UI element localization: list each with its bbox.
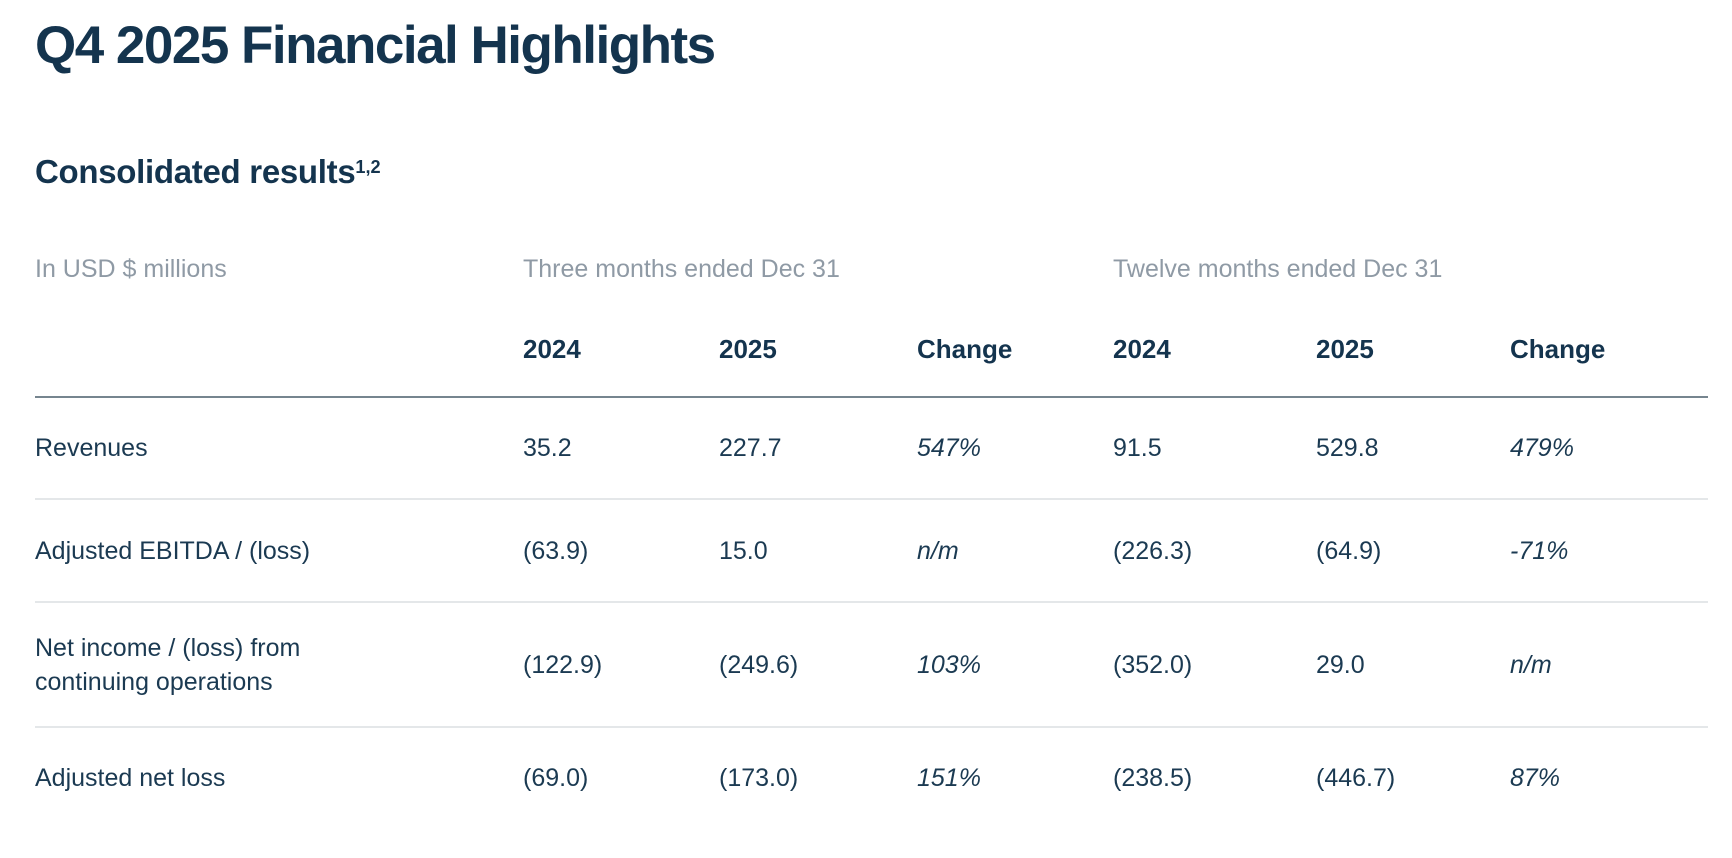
value-fy-2024: (226.3) <box>1113 536 1193 565</box>
column-header-2025-q: 2025 <box>719 334 777 364</box>
value-fy-2024: (352.0) <box>1113 650 1193 679</box>
column-header-2025-fy: 2025 <box>1316 334 1374 364</box>
period-group-twelve-months: Twelve months ended Dec 31 <box>1113 255 1443 283</box>
table-row-adjusted-ebitda: Adjusted EBITDA / (loss) (63.9) 15.0 n/m… <box>35 498 1708 601</box>
value-q-2024: (63.9) <box>523 536 589 565</box>
row-label: Adjusted net loss <box>35 764 226 792</box>
value-q-2025: (173.0) <box>719 764 799 792</box>
table-row-revenues: Revenues 35.2 227.7 547% 91.5 529.8 479% <box>35 396 1708 498</box>
value-q-change: n/m <box>917 536 959 565</box>
value-fy-2025: 529.8 <box>1316 434 1379 462</box>
value-fy-2024: 91.5 <box>1113 434 1162 462</box>
section-heading-text: Consolidated results <box>35 153 356 190</box>
column-header-change-fy: Change <box>1510 334 1606 364</box>
value-fy-change: 479% <box>1510 434 1574 462</box>
column-header-change-q: Change <box>917 334 1013 364</box>
value-fy-change: n/m <box>1510 650 1552 679</box>
table-period-group-row: In USD $ millions Three months ended Dec… <box>35 253 1708 285</box>
value-fy-2025: (64.9) <box>1316 536 1382 565</box>
value-q-2025: (249.6) <box>719 650 799 679</box>
table-unit-label: In USD $ millions <box>35 255 227 283</box>
value-q-change: 103% <box>917 650 981 679</box>
page-title: Q4 2025 Financial Highlights <box>35 16 716 75</box>
consolidated-results-table: In USD $ millions Three months ended Dec… <box>35 253 1708 828</box>
table-row-adjusted-net-loss: Adjusted net loss (69.0) (173.0) 151% (2… <box>35 726 1708 828</box>
value-q-2025: 227.7 <box>719 434 782 462</box>
value-fy-change: -71% <box>1510 536 1569 565</box>
column-header-2024-q: 2024 <box>523 334 581 364</box>
value-q-2025: 15.0 <box>719 536 768 565</box>
row-label: Net income / (loss) from continuing oper… <box>35 633 301 696</box>
section-heading: Consolidated results1,2 <box>35 152 1732 197</box>
value-fy-2025: 29.0 <box>1316 650 1365 679</box>
table-column-header-row: 2024 2025 Change 2024 2025 Change <box>35 333 1708 396</box>
value-q-change: 151% <box>917 764 981 792</box>
table-row-net-income-continuing-operations: Net income / (loss) from continuing oper… <box>35 601 1708 726</box>
row-label: Revenues <box>35 434 148 462</box>
period-group-three-months: Three months ended Dec 31 <box>523 255 840 283</box>
value-fy-2025: (446.7) <box>1316 764 1396 792</box>
value-fy-change: 87% <box>1510 764 1561 792</box>
value-fy-2024: (238.5) <box>1113 764 1193 792</box>
value-q-change: 547% <box>917 434 981 462</box>
value-q-2024: (69.0) <box>523 764 589 792</box>
value-q-2024: 35.2 <box>523 434 572 462</box>
value-q-2024: (122.9) <box>523 650 603 679</box>
section-heading-footnote-superscript: 1,2 <box>355 157 381 178</box>
row-label: Adjusted EBITDA / (loss) <box>35 536 311 565</box>
column-header-2024-fy: 2024 <box>1113 334 1171 364</box>
